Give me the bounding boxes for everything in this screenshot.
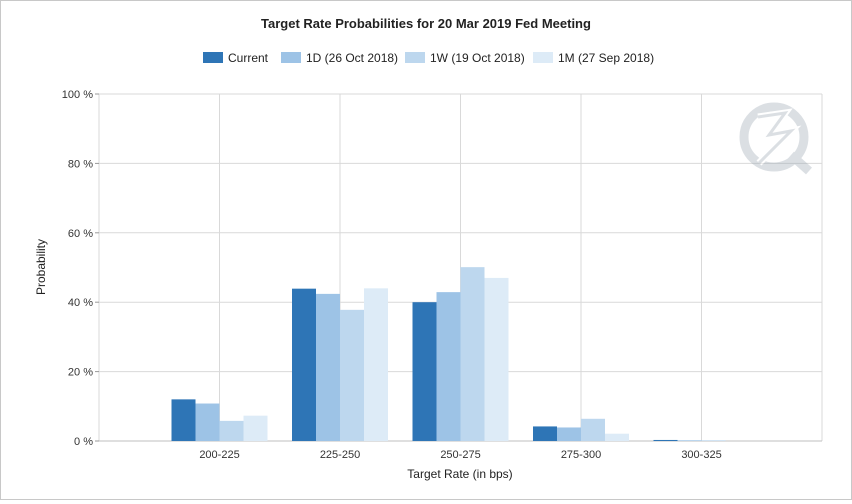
legend-item[interactable]: 1D (26 Oct 2018) (281, 51, 398, 65)
bar[interactable] (316, 293, 340, 441)
bar[interactable] (243, 415, 268, 441)
bar[interactable] (340, 309, 364, 441)
legend-label: 1W (19 Oct 2018) (430, 51, 525, 65)
legend-swatch (405, 52, 425, 63)
y-tick-label: 80 % (68, 158, 93, 170)
legend-swatch (281, 52, 301, 63)
x-axis-ticks: 200-225 225-250 250-275 275-300 300-325 (199, 449, 721, 461)
y-tick-label: 100 % (62, 89, 93, 101)
legend-item[interactable]: 1W (19 Oct 2018) (405, 51, 525, 65)
bar[interactable] (653, 439, 678, 441)
bars (171, 267, 726, 441)
y-axis-ticks: 0 % 20 % 40 % 60 % 80 % 100 % (62, 89, 99, 448)
legend-label: 1M (27 Sep 2018) (558, 51, 654, 65)
legend-swatch (533, 52, 553, 63)
bar[interactable] (219, 420, 244, 441)
bar[interactable] (533, 426, 557, 441)
bar[interactable] (557, 427, 581, 441)
bar[interactable] (292, 288, 316, 441)
cme-fedwatch-logo-icon (739, 102, 812, 175)
bar[interactable] (605, 433, 629, 441)
legend-swatch (203, 52, 223, 63)
x-tick-label: 225-250 (320, 449, 360, 461)
bar[interactable] (412, 302, 437, 441)
bar[interactable] (364, 288, 388, 441)
bar[interactable] (701, 440, 726, 441)
bar[interactable] (171, 399, 196, 441)
legend-item[interactable]: 1M (27 Sep 2018) (533, 51, 654, 65)
x-tick-label: 200-225 (199, 449, 239, 461)
y-axis-label: Probability (34, 239, 48, 295)
y-tick-label: 20 % (68, 367, 93, 379)
legend-label: Current (228, 51, 269, 65)
legend-item[interactable]: Current (203, 51, 269, 65)
x-axis-label: Target Rate (in bps) (407, 467, 512, 481)
bar[interactable] (581, 418, 605, 441)
y-tick-label: 40 % (68, 297, 93, 309)
bar[interactable] (195, 403, 220, 441)
x-tick-label: 250-275 (440, 449, 480, 461)
legend: Current 1D (26 Oct 2018) 1W (19 Oct 2018) 1… (203, 51, 654, 65)
bar[interactable] (677, 440, 702, 441)
bar[interactable] (460, 267, 485, 441)
legend-label: 1D (26 Oct 2018) (306, 51, 398, 65)
x-tick-label: 300-325 (681, 449, 721, 461)
y-tick-label: 0 % (74, 436, 93, 448)
bar[interactable] (436, 292, 461, 441)
x-tick-label: 275-300 (561, 449, 601, 461)
chart-title: Target Rate Probabilities for 20 Mar 201… (261, 16, 591, 31)
bar[interactable] (484, 277, 509, 441)
y-tick-label: 60 % (68, 228, 93, 240)
